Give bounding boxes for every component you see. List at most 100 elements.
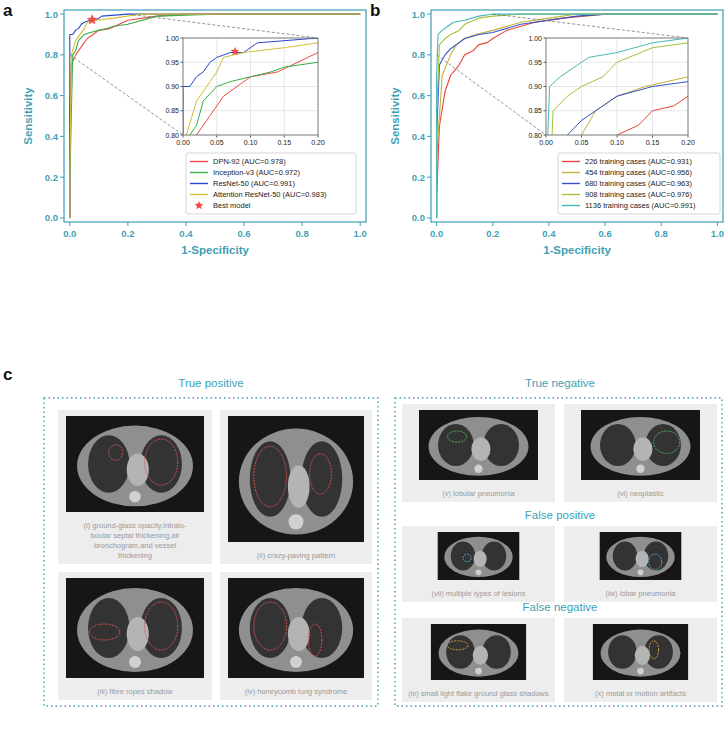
inset-y-tick-label: 0.85 [165, 107, 179, 114]
tile [564, 526, 717, 602]
inset-frame [546, 38, 688, 135]
ct-spine [474, 465, 482, 473]
y-tick [427, 54, 431, 55]
panel-label: b [370, 1, 380, 20]
ct-lung [451, 542, 475, 571]
legend-label: Attention ResNet-50 (AUC=0.983) [213, 190, 327, 199]
ct-body [439, 630, 519, 677]
y-tick [60, 136, 64, 137]
x-axis-title: 1-Specificity [543, 244, 611, 256]
caption: bronchogram,and vessel [94, 541, 176, 550]
ct-lesion-outline [145, 602, 178, 650]
ct-body [429, 417, 529, 476]
best-model-marker [231, 48, 239, 55]
panel-label: a [3, 1, 13, 20]
ct-lesion-outline [89, 624, 119, 640]
ct-lesion-outline [109, 445, 123, 460]
ct-body [601, 630, 681, 677]
x-tick [717, 222, 718, 226]
y-tick [60, 177, 64, 178]
caption: boular septal thickening,air [90, 531, 180, 540]
legend-symbol [562, 194, 580, 195]
x-tick-label: 0.6 [598, 228, 611, 239]
tile [564, 404, 717, 502]
y-tick-label: 0.8 [45, 49, 58, 60]
ct-lesion-outline [145, 439, 178, 485]
roc-curve [546, 38, 688, 135]
inset-x-tick-label: 0.10 [610, 139, 624, 146]
ct-spine [129, 656, 141, 668]
inset-x-tick-label: 0.05 [210, 139, 224, 146]
ct-body [239, 429, 353, 535]
group-title: False positive [525, 509, 595, 521]
ct-heart [635, 646, 650, 665]
x-tick [302, 222, 303, 226]
ct-spine [636, 465, 644, 473]
inset-x-tick-label: 0.10 [244, 139, 258, 146]
legend-label: DPN-92 (AUC=0.978) [213, 157, 286, 166]
inset-x-tick-label: 0.15 [277, 139, 291, 146]
ct-lesion-outline [654, 431, 680, 453]
x-tick-label: 0.8 [296, 228, 309, 239]
ct-heart [471, 437, 490, 461]
inset-y-tick-label: 0.90 [528, 83, 542, 90]
ct-body [77, 588, 193, 672]
x-tick-label: 0.0 [430, 228, 443, 239]
ct-lung [446, 635, 475, 669]
roc-curve [70, 14, 360, 218]
roc-curve [183, 38, 318, 135]
y-tick [60, 95, 64, 96]
inset-grid-line [183, 86, 318, 87]
ct-image [438, 532, 520, 580]
chart-panel: 0.00.20.40.60.81.00.00.20.40.60.81.01-Sp… [370, 1, 728, 523]
x-tick-label: 0.6 [237, 228, 250, 239]
x-tick [127, 222, 128, 226]
ct-image [66, 416, 204, 512]
caption: (ii) crazy-paving pattern [257, 551, 335, 560]
ct-lung [438, 424, 474, 466]
inset-grid-line [183, 110, 318, 111]
ct-image [581, 410, 700, 480]
ct-spine [638, 569, 644, 575]
inset-series-group [546, 38, 688, 135]
legend-symbol [190, 194, 208, 195]
x-tick-label: 0.2 [486, 228, 499, 239]
caption: (vi) neoplastic [617, 489, 664, 498]
ct-image [419, 410, 538, 480]
ct-lung [88, 435, 129, 493]
ct-heart [288, 465, 310, 508]
roc-curve [546, 38, 688, 135]
ct-lung [250, 441, 291, 517]
x-tick-label: 0.2 [121, 228, 134, 239]
x-tick-label: 1.0 [711, 228, 724, 239]
y-tick-label: 0.2 [412, 172, 425, 183]
legend-label: 1136 training cases (AUC=0.991) [585, 201, 696, 210]
series-group [70, 14, 360, 218]
inset-y-tick-label: 0.85 [528, 107, 542, 114]
ct-lesion-outline [310, 454, 332, 494]
x-tick [436, 222, 437, 226]
background [0, 0, 728, 730]
inset-y-tick-label: 0.90 [165, 83, 179, 90]
ct-lung [88, 598, 129, 658]
roc-curve [546, 38, 688, 135]
tile [220, 572, 372, 700]
y-tick-label: 0.0 [45, 212, 58, 223]
group-title: True negative [525, 377, 595, 389]
roc-curve [183, 38, 318, 135]
ct-body [77, 426, 193, 507]
legend-symbol [190, 172, 208, 173]
y-tick [60, 217, 64, 218]
caption: (x) metal or motion artifacts [595, 689, 686, 698]
ct-lesion-outline [448, 431, 467, 442]
best-model-marker [87, 15, 97, 24]
x-tick [661, 222, 662, 226]
ct-lung [613, 542, 637, 571]
caption: (i) ground-glass opacity,Intralo- [84, 521, 187, 530]
zoom-connector [493, 14, 688, 38]
roc-curve [70, 14, 360, 218]
inset-grid-line [546, 110, 688, 111]
y-tick-label: 0.4 [45, 131, 59, 142]
caption: (ix) small light flake ground glass shad… [408, 689, 549, 698]
ct-image [431, 624, 526, 680]
